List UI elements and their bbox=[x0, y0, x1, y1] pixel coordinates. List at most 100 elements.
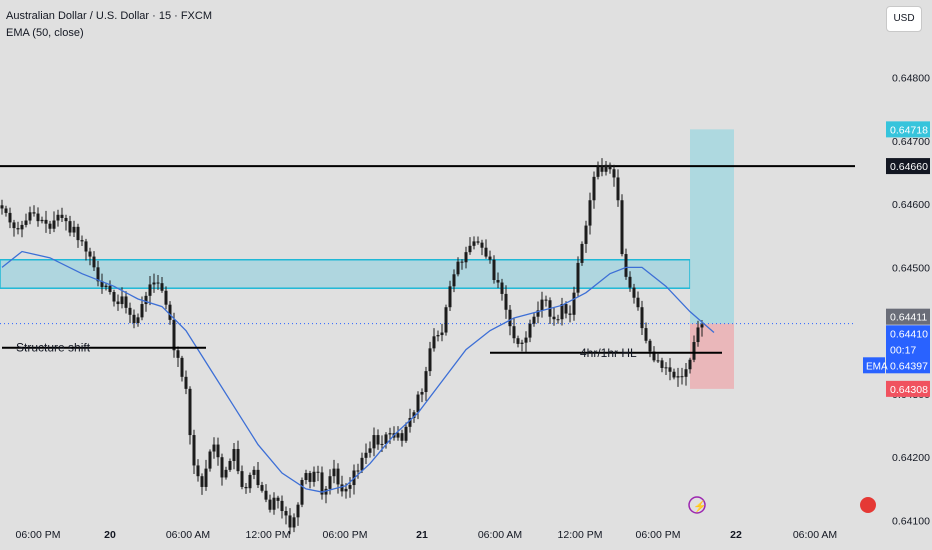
candle-body bbox=[416, 394, 420, 413]
candle-body bbox=[448, 286, 452, 308]
candle-body bbox=[408, 417, 412, 427]
candle-body bbox=[244, 486, 248, 489]
candle-body bbox=[276, 497, 280, 501]
candle-body bbox=[172, 319, 176, 351]
x-tick-label: 06:00 AM bbox=[166, 529, 210, 541]
candle-body bbox=[464, 252, 468, 263]
flash-icon-glyph: ⚡ bbox=[693, 500, 707, 513]
x-tick-label: 22 bbox=[730, 529, 742, 541]
candle-body bbox=[488, 256, 492, 260]
candle-body bbox=[412, 412, 416, 418]
candle-body bbox=[68, 221, 72, 233]
candle-body bbox=[312, 471, 316, 482]
currency-button[interactable]: USD bbox=[886, 6, 922, 32]
candle-body bbox=[216, 444, 220, 458]
candle-body bbox=[568, 313, 572, 315]
candle-body bbox=[40, 219, 44, 222]
candle-body bbox=[88, 251, 92, 257]
candle-body bbox=[28, 212, 32, 221]
candle-body bbox=[168, 304, 172, 320]
candle-body bbox=[552, 316, 556, 320]
candle-body bbox=[100, 281, 104, 287]
candle-body bbox=[360, 457, 364, 471]
candle-body bbox=[20, 224, 24, 230]
y-tick-label: 0.64200 bbox=[892, 452, 930, 464]
candle-body bbox=[528, 323, 532, 338]
x-tick-label: 12:00 PM bbox=[558, 529, 603, 541]
x-tick-label: 12:00 PM bbox=[246, 529, 291, 541]
ema-value-label: 0.64397 bbox=[890, 360, 928, 372]
candle-body bbox=[696, 327, 700, 343]
candle-body bbox=[588, 200, 592, 226]
price-badge bbox=[886, 325, 930, 374]
candle-body bbox=[672, 371, 676, 378]
candle-body bbox=[140, 304, 144, 318]
price-badge-label: 0.64411 bbox=[890, 312, 927, 324]
candle-body bbox=[620, 200, 624, 255]
candle-body bbox=[148, 284, 152, 296]
candle-body bbox=[564, 304, 568, 314]
y-tick-label: 0.64700 bbox=[892, 136, 930, 148]
candle-body bbox=[508, 309, 512, 327]
candle-body bbox=[480, 242, 484, 248]
candle-body bbox=[76, 226, 80, 241]
candle-body bbox=[300, 480, 304, 505]
candle-body bbox=[572, 292, 576, 315]
candle-body bbox=[388, 433, 392, 435]
candle-body bbox=[144, 295, 148, 305]
candle-body bbox=[280, 500, 284, 512]
candle-body bbox=[228, 461, 232, 470]
candle-body bbox=[348, 485, 352, 489]
candle-body bbox=[156, 282, 160, 284]
candle-body bbox=[364, 452, 368, 458]
x-tick-label: 06:00 AM bbox=[478, 529, 522, 541]
candle-body bbox=[668, 367, 672, 372]
candle-body bbox=[396, 433, 400, 438]
price-badge-label: 0.64308 bbox=[890, 384, 928, 396]
ema-line bbox=[1, 250, 715, 493]
candle-body bbox=[640, 307, 644, 329]
candle-body bbox=[504, 293, 508, 310]
candle-body bbox=[368, 448, 372, 453]
candle-body bbox=[328, 476, 332, 489]
price-badge bbox=[886, 121, 930, 138]
candle-body bbox=[120, 296, 124, 305]
candle-body bbox=[4, 208, 8, 213]
candle-body bbox=[152, 282, 156, 285]
candle-body bbox=[544, 299, 548, 301]
x-tick-label: 20 bbox=[104, 529, 116, 541]
candle-body bbox=[376, 435, 380, 445]
candle-body bbox=[660, 360, 664, 368]
candle-body bbox=[112, 292, 116, 302]
candle-body bbox=[104, 285, 108, 287]
candle-body bbox=[204, 468, 208, 487]
candle-body bbox=[200, 476, 204, 487]
candle-body bbox=[424, 371, 428, 393]
candle-body bbox=[196, 465, 200, 477]
candle-body bbox=[500, 282, 504, 294]
countdown-label: 00:17 bbox=[890, 344, 916, 356]
candle-body bbox=[12, 222, 16, 229]
candle-body bbox=[676, 376, 680, 378]
y-tick-label: 0.64100 bbox=[892, 516, 930, 528]
candle-body bbox=[468, 245, 472, 253]
candle-body bbox=[440, 332, 444, 336]
candle-body bbox=[664, 367, 668, 369]
candle-body bbox=[124, 296, 128, 308]
candle-body bbox=[492, 259, 496, 280]
annotation-label: 4hr/1hr HL bbox=[580, 346, 637, 360]
candle-body bbox=[612, 169, 616, 178]
candle-body bbox=[580, 243, 584, 263]
candle-body bbox=[116, 301, 120, 305]
price-badge bbox=[886, 158, 930, 175]
candle-body bbox=[248, 474, 252, 489]
candle-body bbox=[72, 226, 76, 233]
candle-body bbox=[64, 217, 68, 222]
candle-body bbox=[608, 164, 612, 170]
candle-body bbox=[540, 299, 544, 311]
candle-body bbox=[136, 317, 140, 324]
candle-body bbox=[452, 274, 456, 287]
price-badge-label: 0.64410 bbox=[890, 328, 928, 340]
candle-body bbox=[684, 369, 688, 377]
